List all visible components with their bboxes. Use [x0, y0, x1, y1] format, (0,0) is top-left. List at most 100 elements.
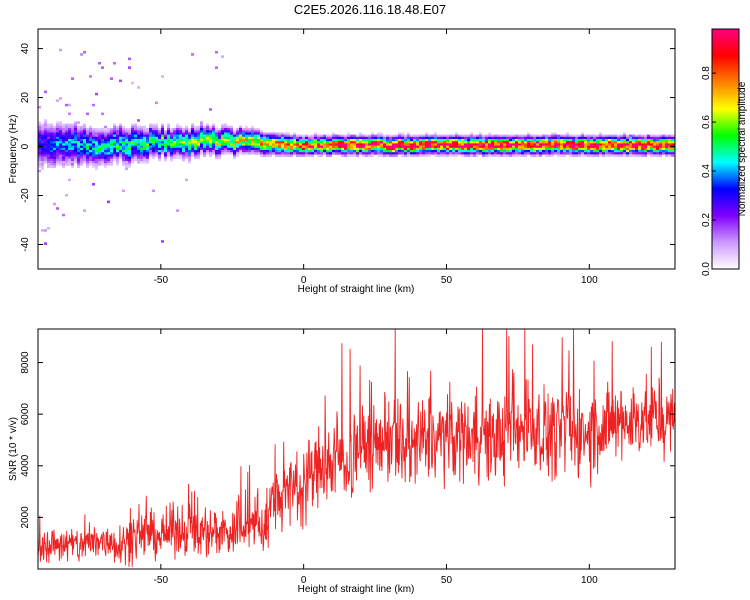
heatmap-cell — [350, 141, 353, 144]
heatmap-cell — [200, 125, 203, 129]
heatmap-cell — [212, 143, 215, 146]
heatmap-cell — [446, 154, 449, 157]
heatmap-cell — [512, 136, 515, 140]
heatmap-cell — [71, 77, 74, 80]
heatmap-cell — [143, 158, 146, 162]
heatmap-cell — [584, 150, 587, 153]
heatmap-cell — [332, 141, 335, 144]
heatmap-cell — [548, 152, 551, 155]
heatmap-cell — [242, 136, 245, 140]
heatmap-cell — [614, 143, 617, 146]
heatmap-cell — [254, 147, 257, 151]
heatmap-cell — [74, 128, 77, 131]
heatmap-cell — [356, 134, 359, 138]
heatmap-cell — [668, 143, 671, 146]
heatmap-cell — [290, 134, 293, 138]
heatmap-cell — [122, 156, 125, 160]
heatmap-cell — [296, 145, 299, 149]
heatmap-cell — [44, 141, 47, 144]
heatmap-cell — [332, 152, 335, 155]
heatmap-cell — [215, 143, 218, 146]
heatmap-cell — [59, 161, 62, 164]
heatmap-cell — [44, 119, 47, 122]
heatmap-cell — [89, 132, 92, 135]
heatmap-cell — [638, 143, 641, 146]
heatmap-cell — [296, 136, 299, 140]
heatmap-cell — [284, 134, 287, 138]
heatmap-cell — [359, 147, 362, 151]
heatmap-cell — [134, 139, 137, 142]
heatmap-cell — [179, 136, 182, 140]
heatmap-cell — [224, 128, 227, 131]
heatmap-cell — [203, 136, 206, 140]
heatmap-cell — [125, 132, 128, 135]
heatmap-cell — [68, 128, 71, 131]
heatmap-cell — [80, 134, 83, 138]
heatmap-cell — [311, 139, 314, 142]
heatmap-cell — [44, 121, 47, 124]
heatmap-cell — [146, 154, 149, 157]
heatmap-cell — [230, 125, 233, 129]
heatmap-cell — [644, 141, 647, 144]
heatmap-cell — [593, 141, 596, 144]
heatmap-cell — [209, 141, 212, 144]
heatmap-cell — [47, 152, 50, 155]
heatmap-cell — [563, 134, 566, 138]
heatmap-cell — [122, 161, 125, 164]
heatmap-cell — [482, 136, 485, 140]
heatmap-cell — [641, 136, 644, 140]
heatmap-cell — [338, 145, 341, 149]
heatmap-cell — [287, 143, 290, 146]
heatmap-cell — [497, 150, 500, 153]
heatmap-cell — [89, 154, 92, 157]
heatmap-cell — [140, 141, 143, 144]
heatmap-cell — [188, 139, 191, 142]
heatmap-cell — [143, 152, 146, 155]
heatmap-cell — [407, 139, 410, 142]
heatmap-cell — [128, 134, 131, 138]
heatmap-cell — [647, 147, 650, 151]
heatmap-cell — [551, 154, 554, 157]
heatmap-cell — [128, 163, 131, 166]
heatmap-cell — [623, 141, 626, 144]
heatmap-cell — [206, 147, 209, 151]
heatmap-cell — [80, 128, 83, 131]
heatmap-cell — [314, 139, 317, 142]
heatmap-cell — [215, 134, 218, 138]
heatmap-cell — [392, 136, 395, 140]
heatmap-cell — [377, 141, 380, 144]
heatmap-cell — [203, 141, 206, 144]
heatmap-cell — [353, 139, 356, 142]
colorbar-label: Normalized spectral amplitude — [737, 81, 748, 216]
heatmap-cell — [512, 141, 515, 144]
heatmap-cell — [578, 139, 581, 142]
heatmap-cell — [209, 139, 212, 142]
heatmap-cell — [197, 147, 200, 151]
heatmap-cell — [515, 143, 518, 146]
heatmap-cell — [68, 103, 71, 107]
heatmap-cell — [95, 167, 98, 171]
heatmap-cell — [425, 139, 428, 142]
heatmap-cell — [626, 154, 629, 157]
heatmap-cell — [218, 128, 221, 131]
heatmap-cell — [248, 141, 251, 144]
heatmap-cell — [602, 147, 605, 151]
heatmap-cell — [605, 141, 608, 144]
heatmap-cell — [89, 145, 92, 149]
heatmap-cell — [236, 134, 239, 138]
heatmap-cell — [548, 150, 551, 153]
heatmap-cell — [245, 143, 248, 146]
heatmap-cell — [626, 139, 629, 142]
heatmap-cell — [548, 143, 551, 146]
heatmap-cell — [530, 150, 533, 153]
heatmap-cell — [452, 143, 455, 146]
heatmap-cell — [503, 154, 506, 157]
heatmap-cell — [266, 152, 269, 155]
heatmap-cell — [131, 161, 134, 164]
heatmap-cell — [212, 123, 215, 127]
heatmap-cell — [170, 143, 173, 146]
heatmap-cell — [299, 152, 302, 155]
heatmap-cell — [203, 125, 206, 129]
heatmap-cell — [320, 143, 323, 146]
heatmap-cell — [479, 141, 482, 144]
